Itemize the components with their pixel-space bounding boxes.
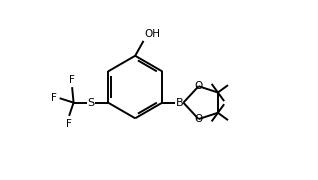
Text: B: B [176, 98, 183, 108]
Text: S: S [87, 98, 94, 108]
Text: F: F [66, 119, 72, 129]
Text: OH: OH [145, 29, 161, 39]
Text: O: O [195, 114, 203, 124]
Text: O: O [195, 81, 203, 91]
Text: F: F [69, 75, 75, 85]
Text: F: F [52, 93, 57, 103]
